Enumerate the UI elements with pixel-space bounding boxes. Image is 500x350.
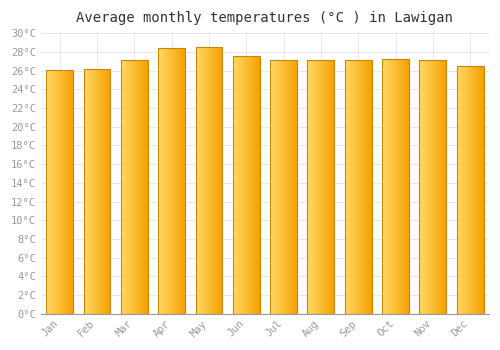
Bar: [270, 60, 297, 314]
Bar: [382, 60, 409, 314]
Bar: [420, 60, 446, 314]
Bar: [308, 60, 334, 314]
Bar: [233, 56, 260, 314]
Bar: [345, 60, 372, 314]
Bar: [457, 66, 483, 314]
Title: Average monthly temperatures (°C ) in Lawigan: Average monthly temperatures (°C ) in La…: [76, 11, 454, 25]
Bar: [196, 47, 222, 314]
Bar: [84, 69, 110, 314]
Bar: [46, 70, 73, 314]
Bar: [121, 60, 148, 314]
Bar: [158, 48, 185, 314]
